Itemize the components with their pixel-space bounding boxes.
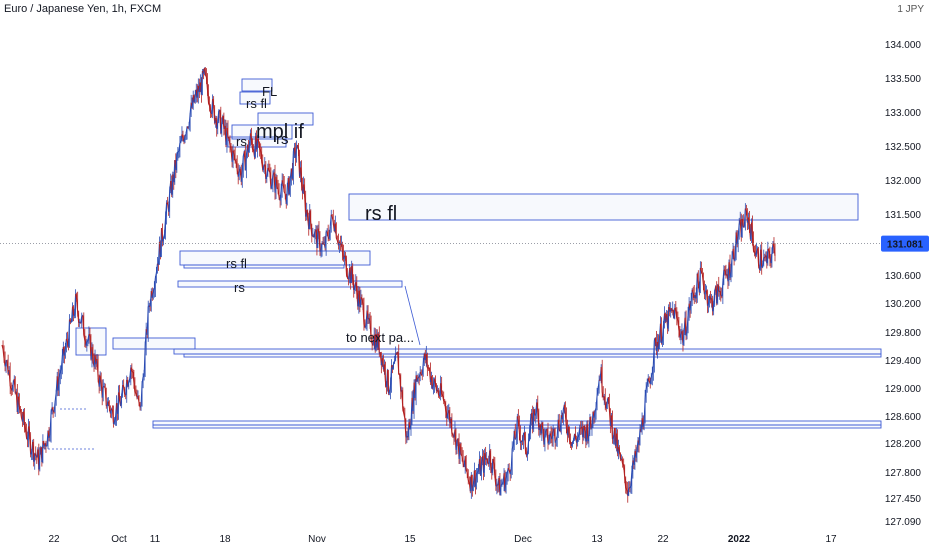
y-axis: 134.000 133.500 133.000 132.500 132.000 131.5…	[0, 40, 929, 528]
annotation-label: rs	[276, 131, 289, 148]
annotation-label: rs fl	[226, 256, 247, 271]
y-tick-label: 129.400	[885, 356, 922, 367]
annotation-label: rs	[236, 134, 247, 149]
x-tick-label: Oct	[111, 534, 127, 545]
x-tick-label: 22	[657, 534, 669, 545]
x-tick-label: 11	[150, 534, 161, 545]
zone-box	[239, 91, 271, 105]
zone-rectangles	[40, 78, 882, 450]
annotation-label: rs fl	[365, 203, 397, 225]
zone-box	[183, 353, 882, 358]
zone-box	[183, 264, 345, 269]
connector-line	[404, 285, 421, 346]
y-tick-label: 131.500	[885, 210, 922, 221]
chart-title: Euro / Japanese Yen, 1h, FXCM	[4, 3, 162, 15]
currency-unit: 1 JPY	[897, 4, 924, 15]
zone-box	[179, 250, 371, 266]
annotation-label: FL	[262, 84, 277, 99]
y-tick-label: 127.090	[885, 517, 922, 528]
y-tick-label: 130.200	[885, 299, 922, 310]
y-tick-label: 127.800	[885, 468, 922, 479]
zone-box	[241, 78, 273, 92]
y-tick-label: 128.600	[885, 412, 922, 423]
zone-box	[112, 337, 196, 350]
x-tick-label: 2022	[728, 534, 751, 545]
y-tick-label: 128.200	[885, 439, 922, 450]
currency-unit-label: JPY	[905, 4, 924, 15]
last-price-badge	[881, 235, 929, 252]
x-axis: 22 Oct 11 18 Nov 15 Dec 13 22 2022 17	[48, 534, 837, 545]
x-tick-label: 15	[404, 534, 416, 545]
last-price-label: 131.081	[887, 240, 924, 251]
x-tick-label: 17	[825, 534, 837, 545]
zone-box	[231, 124, 293, 140]
x-tick-label: 13	[591, 534, 603, 545]
y-tick-label: 133.500	[885, 74, 922, 85]
x-tick-label: 22	[48, 534, 60, 545]
zone-box	[173, 348, 882, 355]
price-series	[1, 67, 776, 503]
annotation-label: to next pa...	[346, 330, 414, 345]
annotation-label: rs	[234, 280, 245, 295]
x-tick-label: Dec	[514, 534, 532, 545]
annotation-label: rs fl	[246, 96, 267, 111]
y-tick-label: 129.000	[885, 384, 922, 395]
y-tick-label: 132.500	[885, 142, 922, 153]
y-tick-label: 129.800	[885, 328, 922, 339]
y-tick-label: 132.000	[885, 176, 922, 187]
zone-box	[348, 193, 859, 221]
x-tick-label: 18	[219, 534, 231, 545]
x-tick-label: Nov	[308, 534, 326, 545]
y-tick-label: 130.600	[885, 271, 922, 282]
y-tick-label: 127.450	[885, 494, 922, 505]
y-tick-label: 134.000	[885, 40, 922, 51]
zone-box	[177, 280, 403, 288]
annotation-label: mpl if	[256, 121, 304, 143]
y-tick-label: 133.000	[885, 108, 922, 119]
